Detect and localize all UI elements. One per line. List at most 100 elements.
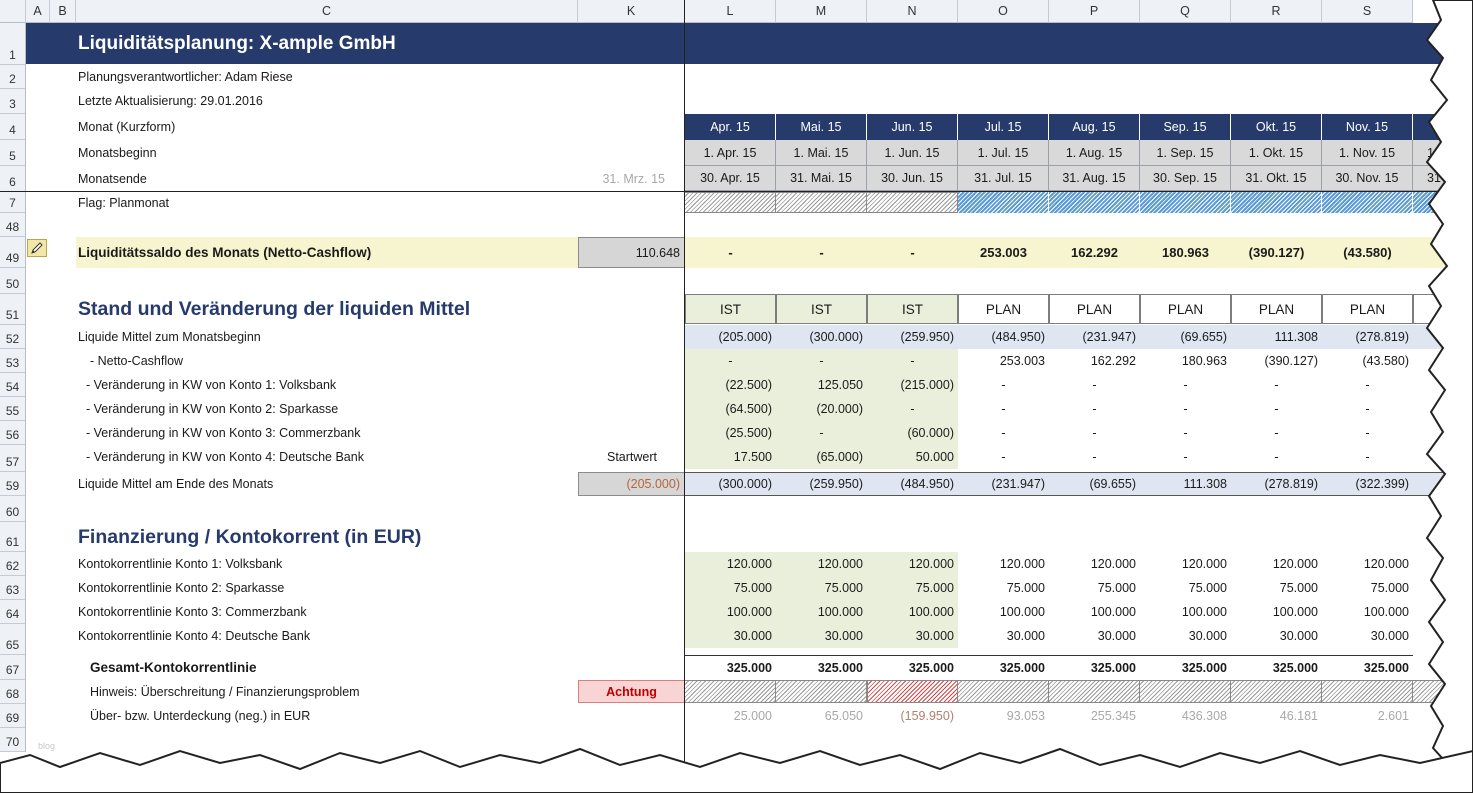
credit-line-value[interactable]: 120.000 bbox=[867, 552, 958, 576]
liquid-change-value[interactable]: - bbox=[1365, 450, 1370, 464]
netcashflow-label[interactable]: - Netto-Cashflow bbox=[90, 354, 184, 368]
month-end-cell[interactable]: 30. Apr. 15 bbox=[685, 166, 776, 191]
liquid-change-value[interactable]: - bbox=[867, 349, 958, 373]
month-header[interactable]: Mai. 15 bbox=[776, 114, 867, 140]
liquid-change-value[interactable]: (64.500) bbox=[685, 397, 776, 421]
liquid-end-value[interactable]: (278.819) bbox=[1231, 472, 1322, 496]
row-header-61[interactable]: 61 bbox=[0, 522, 26, 552]
month-end-cell[interactable]: 31. Jul. 15 bbox=[958, 166, 1049, 191]
change-kw2-label[interactable]: - Veränderung in KW von Konto 2: Sparkas… bbox=[86, 402, 339, 416]
k-month-end[interactable]: 31. Mrz. 15 bbox=[602, 171, 665, 186]
status-header[interactable]: IST bbox=[776, 294, 867, 324]
row-header-2[interactable]: 2 bbox=[0, 65, 26, 89]
credit-line-value[interactable]: 100.000 bbox=[867, 600, 958, 624]
saldo-value[interactable]: 162.292 bbox=[1071, 245, 1118, 260]
liquid-change-value[interactable]: - bbox=[1092, 402, 1097, 416]
month-end-cell[interactable]: 31. Okt. 15 bbox=[1231, 166, 1322, 191]
row-header-1[interactable]: 1 bbox=[0, 23, 26, 65]
month-header[interactable]: Apr. 15 bbox=[685, 114, 776, 140]
row-header-6[interactable]: 6 bbox=[0, 166, 26, 192]
section-finance-title[interactable]: Finanzierung / Kontokorrent (in EUR) bbox=[78, 525, 422, 548]
credit-line-2-label[interactable]: Kontokorrentlinie Konto 2: Sparkasse bbox=[78, 581, 285, 595]
liquid-change-value[interactable]: 180.963 bbox=[1181, 354, 1227, 368]
credit-line-value[interactable]: 120.000 bbox=[1181, 557, 1227, 571]
liquid-end-value[interactable]: (69.655) bbox=[1049, 472, 1140, 496]
credit-line-value[interactable]: 75.000 bbox=[685, 576, 776, 600]
saldo-k-value[interactable]: 110.648 bbox=[578, 237, 685, 268]
column-header-C[interactable]: C bbox=[76, 0, 578, 23]
liquid-change-value[interactable]: - bbox=[1001, 378, 1006, 392]
month-end-cell[interactable]: 31. Mai. 15 bbox=[776, 166, 867, 191]
liquid-change-value[interactable]: - bbox=[1365, 426, 1370, 440]
liquid-change-value[interactable]: - bbox=[776, 421, 867, 445]
liquid-change-value[interactable]: - bbox=[1183, 378, 1188, 392]
liquid-change-value[interactable]: - bbox=[1274, 450, 1279, 464]
liquid-change-value[interactable]: (215.000) bbox=[867, 373, 958, 397]
month-header[interactable]: Nov. 15 bbox=[1322, 114, 1413, 140]
liquid-change-value[interactable]: - bbox=[1183, 426, 1188, 440]
liquid-start-value[interactable]: (205.000) bbox=[685, 325, 776, 349]
column-header-P[interactable]: P bbox=[1049, 0, 1140, 23]
liquid-start-value[interactable]: (69.655) bbox=[1140, 325, 1231, 349]
liquid-change-value[interactable]: 50.000 bbox=[867, 445, 958, 469]
column-header-L[interactable]: L bbox=[685, 0, 776, 23]
credit-line-value[interactable]: 100.000 bbox=[1272, 605, 1318, 619]
liquid-end-value[interactable]: (322.399) bbox=[1322, 472, 1413, 496]
row-header-51[interactable]: 51 bbox=[0, 294, 26, 325]
column-header-A[interactable]: A bbox=[26, 0, 50, 23]
row-header-64[interactable]: 64 bbox=[0, 600, 26, 624]
liquid-end-k-value[interactable]: (205.000) bbox=[578, 472, 685, 496]
coverage-value[interactable]: 46.181 bbox=[1279, 709, 1318, 723]
column-header-S[interactable]: S bbox=[1322, 0, 1413, 23]
row-header-7[interactable]: 7 bbox=[0, 192, 26, 213]
row-header-3[interactable]: 3 bbox=[0, 89, 26, 114]
row-header-69[interactable]: 69 bbox=[0, 704, 26, 728]
credit-line-value[interactable]: 30.000 bbox=[685, 624, 776, 648]
liquid-change-value[interactable]: (65.000) bbox=[776, 445, 867, 469]
credit-line-value[interactable]: 100.000 bbox=[685, 600, 776, 624]
credit-line-4-label[interactable]: Kontokorrentlinie Konto 4: Deutsche Bank bbox=[78, 629, 311, 643]
liquid-start-value[interactable]: (300.000) bbox=[776, 325, 867, 349]
liquid-change-value[interactable]: - bbox=[1274, 402, 1279, 416]
column-header-R[interactable]: R bbox=[1231, 0, 1322, 23]
row-header-67[interactable]: 67 bbox=[0, 655, 26, 680]
month-header[interactable]: Jun. 15 bbox=[867, 114, 958, 140]
credit-line-value[interactable]: 30.000 bbox=[1188, 629, 1227, 643]
change-kw4-label[interactable]: - Veränderung in KW von Konto 4: Deutsch… bbox=[86, 450, 364, 464]
row-header-63[interactable]: 63 bbox=[0, 576, 26, 600]
credit-line-3-label[interactable]: Kontokorrentlinie Konto 3: Commerzbank bbox=[78, 605, 307, 619]
row-header-50[interactable]: 50 bbox=[0, 268, 26, 294]
liquid-change-value[interactable]: - bbox=[1365, 378, 1370, 392]
row-header-52[interactable]: 52 bbox=[0, 325, 26, 349]
month-end-cell[interactable]: 30. Sep. 15 bbox=[1140, 166, 1231, 191]
status-header[interactable]: PLAN bbox=[1322, 294, 1413, 324]
coverage-value[interactable]: 2.601 bbox=[1377, 709, 1409, 723]
month-start-cell[interactable]: 1. Nov. 15 bbox=[1322, 140, 1413, 166]
liquid-change-value[interactable]: - bbox=[1092, 378, 1097, 392]
credit-line-value[interactable]: 75.000 bbox=[1279, 581, 1318, 595]
flag-label[interactable]: Flag: Planmonat bbox=[78, 195, 170, 210]
liquid-change-value[interactable]: - bbox=[1274, 426, 1279, 440]
row-header-53[interactable]: 53 bbox=[0, 349, 26, 373]
month-header[interactable]: Aug. 15 bbox=[1049, 114, 1140, 140]
total-credit-value[interactable]: 325.000 bbox=[1231, 655, 1322, 679]
credit-line-value[interactable]: 100.000 bbox=[1363, 605, 1409, 619]
liquid-end-label[interactable]: Liquide Mittel am Ende des Monats bbox=[78, 477, 274, 491]
credit-line-value[interactable]: 120.000 bbox=[1090, 557, 1136, 571]
responsible-label[interactable]: Planungsverantwortlicher: Adam Riese bbox=[78, 69, 293, 84]
row-header-70[interactable]: 70 bbox=[0, 728, 26, 752]
liquid-change-value[interactable]: - bbox=[1183, 402, 1188, 416]
liquid-start-label[interactable]: Liquide Mittel zum Monatsbeginn bbox=[78, 330, 261, 344]
coverage-value[interactable]: 25.000 bbox=[733, 709, 772, 723]
total-credit-value[interactable]: 325.000 bbox=[776, 655, 867, 679]
saldo-value[interactable]: - bbox=[728, 245, 733, 260]
change-kw3-label[interactable]: - Veränderung in KW von Konto 3: Commerz… bbox=[86, 426, 361, 440]
row-header-49[interactable]: 49 bbox=[0, 237, 26, 268]
row-header-4[interactable]: 4 bbox=[0, 114, 26, 140]
month-header[interactable]: Okt. 15 bbox=[1231, 114, 1322, 140]
month-start-cell[interactable]: 1. Jul. 15 bbox=[958, 140, 1049, 166]
total-credit-value[interactable]: 325.000 bbox=[867, 655, 958, 679]
liquid-change-value[interactable]: (22.500) bbox=[685, 373, 776, 397]
credit-line-value[interactable]: 100.000 bbox=[1181, 605, 1227, 619]
status-header[interactable]: IST bbox=[685, 294, 776, 324]
